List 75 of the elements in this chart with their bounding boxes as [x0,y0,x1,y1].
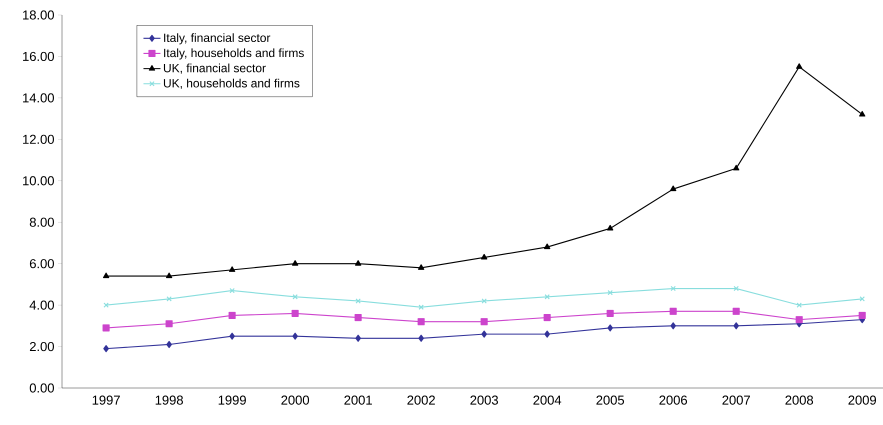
point [859,110,866,117]
y-tick-label: 0.00 [30,383,54,393]
y-tick-label: 8.00 [30,218,54,227]
point [733,322,739,330]
point [102,272,110,278]
y-tick-label: 10.00 [23,176,54,186]
legend-label: UK, financial sector [164,64,266,74]
legend-label: UK, households and firms [164,78,300,89]
x-tick-label: 2005 [596,396,624,405]
point [418,264,424,270]
x-tick-label: 2000 [281,396,310,405]
x-tick-label: 2001 [344,396,372,405]
point [355,298,361,304]
y-tick-label: 16.00 [23,52,54,62]
point [355,334,361,342]
point [229,332,235,340]
point [796,302,802,308]
point [480,318,488,326]
point [481,298,487,304]
y-tick-label: 6.00 [30,259,54,268]
point [418,318,425,326]
point [606,310,614,317]
point [166,320,173,328]
point [544,244,550,250]
x-tick-label: 2004 [533,396,562,405]
point [796,316,803,324]
x-tick-label: 2003 [470,396,498,405]
point [858,312,866,320]
point [481,330,487,338]
point [607,224,614,230]
point [166,340,172,348]
point [607,324,613,332]
y-tick-label: 2.00 [30,342,54,352]
point [544,330,550,338]
point [670,322,676,330]
point [354,314,362,322]
x-tick-label: 2007 [722,396,750,405]
point [544,294,550,300]
point [228,312,236,320]
point [732,308,740,315]
x-tick-label: 1998 [156,396,183,405]
point [229,288,235,294]
x-tick-label: 1997 [92,396,120,405]
point [354,260,362,266]
point [102,324,110,332]
point [670,286,676,292]
x-tick-label: 2002 [407,396,435,405]
point [292,294,298,300]
point [292,260,298,266]
point [418,334,424,342]
point [670,186,676,192]
legend-label: Italy, financial sector [164,33,270,44]
point [292,310,299,317]
x-tick-label: 2008 [785,396,814,405]
point [103,345,109,352]
y-tick-label: 12.00 [23,134,54,144]
x-tick-label: 1999 [218,396,246,405]
x-tick-label: 2009 [848,396,876,405]
y-tick-label: 4.00 [30,300,54,310]
legend-label: Italy, households and firms [164,48,304,60]
point [228,266,236,272]
point [418,304,424,310]
point [796,63,802,69]
point [733,164,740,170]
point [292,332,298,340]
y-tick-label: 14.00 [23,93,54,102]
point [670,308,677,315]
point [608,290,613,296]
x-tick-label: 2006 [659,396,688,405]
point [544,314,551,322]
point [734,286,739,292]
point [166,272,172,278]
point [481,254,488,260]
y-tick-label: 18.00 [23,10,54,20]
point [166,296,172,302]
